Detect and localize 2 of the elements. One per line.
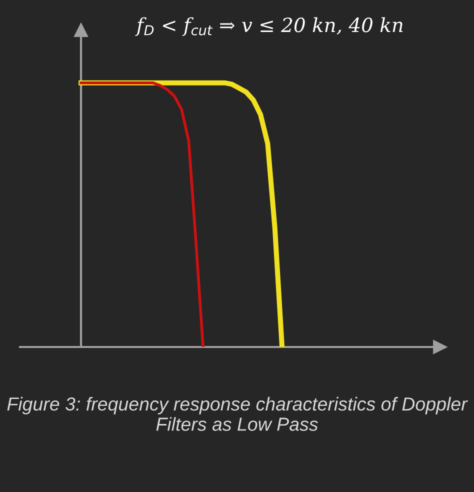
caption: Figure 3: frequency response characteristics of Doppler Filters as Low Pass: [7, 396, 468, 431]
chart-title: f$_{D}$ < f$_{cut}$ ⇒ v ≤ 20 kn, 40 kn: [135, 17, 403, 36]
